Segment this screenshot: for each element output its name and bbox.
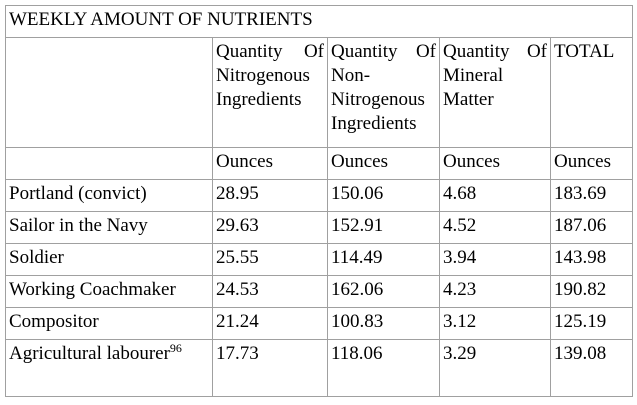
header-corner	[5, 37, 213, 148]
value-cell: 4.23	[439, 275, 551, 308]
row-label-cell: Compositor	[5, 307, 213, 340]
value-cell: 25.55	[212, 243, 328, 276]
row-label-cell: Soldier	[5, 243, 213, 276]
unit-cell: Ounces	[439, 147, 551, 180]
row-label: Soldier	[9, 247, 64, 268]
units-corner	[5, 147, 213, 180]
value-cell: 3.29	[439, 339, 551, 397]
unit-cell: Ounces	[549, 147, 634, 180]
value-cell: 150.06	[327, 179, 440, 212]
nutrients-table: WEEKLY AMOUNT OF NUTRIENTS Quantity Of N…	[4, 5, 634, 397]
data-row: Sailor in the Navy 29.63 152.91 4.52 187.06	[5, 211, 634, 244]
value-cell: 143.98	[549, 243, 634, 276]
column-header: Quantity Of Non-Nitrogenous Ingredients	[327, 37, 440, 148]
row-label-cell: Working Coachmaker	[5, 275, 213, 308]
value-cell: 139.08	[549, 339, 634, 397]
data-row: Working Coachmaker 24.53 162.06 4.23 190.82	[5, 275, 634, 308]
row-label-cell: Sailor in the Navy	[5, 211, 213, 244]
title-row: WEEKLY AMOUNT OF NUTRIENTS	[4, 5, 634, 38]
row-label: Agricultural labourer	[9, 343, 170, 364]
value-cell: 3.12	[439, 307, 551, 340]
value-cell: 190.82	[549, 275, 634, 308]
value-cell: 100.83	[327, 307, 440, 340]
data-row: Compositor 21.24 100.83 3.12 125.19	[5, 307, 634, 340]
value-cell: 187.06	[549, 211, 634, 244]
row-label: Sailor in the Navy	[9, 215, 148, 236]
data-row: Portland (convict) 28.95 150.06 4.68 183.69	[5, 179, 634, 212]
row-label-cell: Portland (convict)	[5, 179, 213, 212]
value-cell: 29.63	[212, 211, 328, 244]
value-cell: 4.68	[439, 179, 551, 212]
value-cell: 17.73	[212, 339, 328, 397]
row-label: Compositor	[9, 311, 99, 332]
value-cell: 152.91	[327, 211, 440, 244]
column-header: Quantity Of Nitrogenous Ingredients	[212, 37, 328, 148]
data-row: Agricultural labourer96 17.73 118.06 3.29 13…	[5, 339, 634, 397]
value-cell: 114.49	[327, 243, 440, 276]
value-cell: 4.52	[439, 211, 551, 244]
row-label: Portland (convict)	[9, 183, 147, 204]
unit-cell: Ounces	[327, 147, 440, 180]
value-cell: 21.24	[212, 307, 328, 340]
row-label-cell: Agricultural labourer96	[5, 339, 213, 397]
row-label: Working Coachmaker	[9, 279, 176, 300]
column-header: Quantity Of Mineral Matter	[439, 37, 551, 148]
column-header: TOTAL	[549, 37, 634, 148]
footnote-ref: 96	[169, 341, 182, 355]
header-row: Quantity Of Nitrogenous Ingredients Quant…	[5, 37, 634, 148]
value-cell: 125.19	[549, 307, 634, 340]
units-row: Ounces Ounces Ounces Ounces	[5, 147, 634, 180]
value-cell: 183.69	[549, 179, 634, 212]
data-row: Soldier 25.55 114.49 3.94 143.98	[5, 243, 634, 276]
value-cell: 118.06	[327, 339, 440, 397]
table-title: WEEKLY AMOUNT OF NUTRIENTS	[4, 5, 634, 38]
unit-cell: Ounces	[212, 147, 328, 180]
value-cell: 28.95	[212, 179, 328, 212]
value-cell: 3.94	[439, 243, 551, 276]
value-cell: 162.06	[327, 275, 440, 308]
table-body: WEEKLY AMOUNT OF NUTRIENTS Quantity Of N…	[4, 5, 634, 397]
value-cell: 24.53	[212, 275, 328, 308]
